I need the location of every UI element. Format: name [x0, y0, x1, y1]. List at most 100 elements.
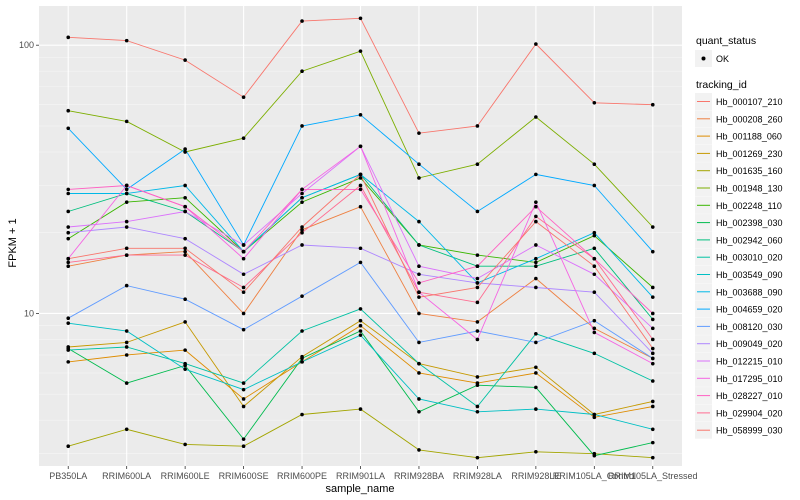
data-point-Hb_028227_010: [66, 187, 71, 192]
data-point-Hb_004659_020: [183, 147, 187, 151]
data-point-Hb_003549_090: [300, 360, 304, 364]
data-point-Hb_017295_010: [650, 361, 655, 366]
legend-item-Hb_001269_230: Hb_001269_230: [695, 144, 783, 162]
data-point-Hb_001948_130: [241, 136, 246, 141]
data-point-Hb_058999_030: [183, 246, 187, 251]
data-point-Hb_001269_230: [534, 365, 538, 370]
x-tick-label: RRIM105LA_Stressed: [608, 471, 698, 481]
x-tick-label: RRIM600SE: [219, 471, 269, 481]
data-point-Hb_003549_090: [592, 412, 597, 417]
legend-item-Hb_000107_210: Hb_000107_210: [695, 93, 783, 110]
data-point-Hb_003010_020: [417, 361, 421, 366]
data-point-Hb_004659_020: [475, 209, 480, 214]
data-point-Hb_003549_090: [241, 387, 246, 392]
legend-label: Hb_009049_020: [716, 339, 783, 349]
legend-label: Hb_001948_130: [716, 184, 783, 194]
data-point-Hb_017295_010: [592, 330, 597, 335]
data-point-Hb_029904_020: [534, 214, 538, 219]
data-point-Hb_003688_090: [650, 295, 655, 299]
data-point-Hb_009049_020: [534, 285, 538, 290]
data-point-Hb_012215_010: [475, 276, 480, 281]
legend-item-Hb_008120_030: Hb_008120_030: [695, 317, 783, 335]
data-point-Hb_003688_090: [534, 256, 538, 261]
data-point-Hb_012215_010: [534, 243, 538, 247]
data-point-Hb_058999_030: [358, 172, 363, 177]
data-point-Hb_001188_060: [534, 371, 538, 375]
x-tick-label: PB350LA: [49, 471, 87, 481]
data-point-Hb_012215_010: [650, 326, 655, 331]
data-point-Hb_009049_020: [300, 243, 304, 247]
data-point-Hb_002398_030: [124, 381, 129, 385]
data-point-Hb_003010_020: [66, 348, 71, 352]
data-point-Hb_000107_210: [241, 95, 246, 99]
legend-item-Hb_000208_260: Hb_000208_260: [695, 110, 783, 128]
data-point-Hb_009049_020: [124, 225, 129, 229]
data-point-Hb_028227_010: [124, 183, 129, 188]
data-point-Hb_001635_160: [183, 442, 187, 447]
data-point-Hb_003010_020: [241, 381, 246, 385]
legend-item-Hb_004659_020: Hb_004659_020: [695, 300, 783, 318]
data-point-Hb_029904_020: [124, 253, 129, 257]
legend-item-Hb_028227_010: Hb_028227_010: [695, 387, 783, 405]
data-point-Hb_001188_060: [66, 360, 71, 364]
legend-item-Hb_012215_010: Hb_012215_010: [695, 352, 783, 370]
data-point-Hb_002398_030: [534, 385, 538, 390]
data-point-Hb_003010_020: [124, 345, 129, 349]
data-point-Hb_012215_010: [417, 264, 421, 269]
data-point-Hb_000208_260: [300, 228, 304, 232]
data-point-Hb_000208_260: [592, 326, 597, 331]
x-tick-label: RRIM105LA_Control: [553, 471, 636, 481]
x-tick-label: RRIM928LA: [453, 471, 502, 481]
data-point-Hb_001948_130: [592, 162, 597, 167]
legend-item-Hb_001188_060: Hb_001188_060: [695, 127, 782, 145]
data-point-Hb_058999_030: [534, 219, 538, 224]
data-point-Hb_000208_260: [534, 276, 538, 281]
data-point-Hb_009049_020: [183, 236, 187, 241]
data-point-Hb_003549_090: [534, 407, 538, 411]
data-point-Hb_012215_010: [592, 272, 597, 277]
data-point-Hb_003549_090: [650, 427, 655, 432]
data-point-Hb_028227_010: [417, 281, 421, 285]
legend-item-Hb_003010_020: Hb_003010_020: [695, 248, 783, 266]
data-point-Hb_001188_060: [358, 323, 363, 328]
data-point-Hb_002248_110: [66, 236, 71, 241]
data-point-Hb_002248_110: [300, 200, 304, 204]
data-point-Hb_001948_130: [650, 225, 655, 229]
data-point-Hb_002248_110: [534, 260, 538, 265]
data-point-Hb_000208_260: [417, 311, 421, 316]
data-point-Hb_003549_090: [124, 329, 129, 333]
data-point-Hb_004659_020: [66, 126, 71, 131]
data-point-Hb_000208_260: [241, 311, 246, 316]
data-point-Hb_000107_210: [124, 38, 129, 43]
data-point-Hb_008120_030: [534, 340, 538, 345]
legend-label: Hb_058999_030: [716, 426, 783, 436]
data-point-Hb_009049_020: [417, 272, 421, 277]
data-point-Hb_002398_030: [592, 453, 597, 458]
data-point-Hb_001948_130: [417, 176, 421, 180]
legend-label: Hb_001188_060: [716, 132, 782, 142]
legend-label: Hb_028227_010: [716, 391, 783, 401]
data-point-Hb_000208_260: [475, 320, 480, 324]
legend-label: Hb_008120_030: [716, 322, 783, 332]
data-point-Hb_009049_020: [241, 272, 246, 277]
x-tick-label: RRIM600PE: [277, 471, 327, 481]
data-point-Hb_017295_010: [358, 144, 363, 149]
data-point-Hb_001269_230: [475, 375, 480, 379]
legend-shape-title: quant_status: [696, 35, 756, 47]
data-point-Hb_001635_160: [650, 455, 655, 460]
data-point-Hb_001948_130: [475, 162, 480, 167]
data-point-Hb_009049_020: [475, 281, 480, 285]
data-point-Hb_003010_020: [358, 307, 363, 311]
data-point-Hb_003010_020: [534, 331, 538, 336]
legend-label: Hb_029904_020: [716, 408, 783, 418]
legend-label: Hb_017295_010: [716, 374, 783, 384]
data-point-Hb_001635_160: [358, 407, 363, 411]
y-tick-label: 100: [19, 40, 34, 50]
data-point-Hb_001269_230: [650, 399, 655, 404]
data-point-Hb_001269_230: [124, 340, 129, 345]
legend-label: Hb_003549_090: [716, 270, 783, 280]
legend-shape-key: [701, 56, 706, 61]
legend-label: Hb_012215_010: [716, 357, 783, 367]
data-point-Hb_002398_030: [241, 437, 246, 441]
data-point-Hb_002398_030: [475, 383, 480, 388]
